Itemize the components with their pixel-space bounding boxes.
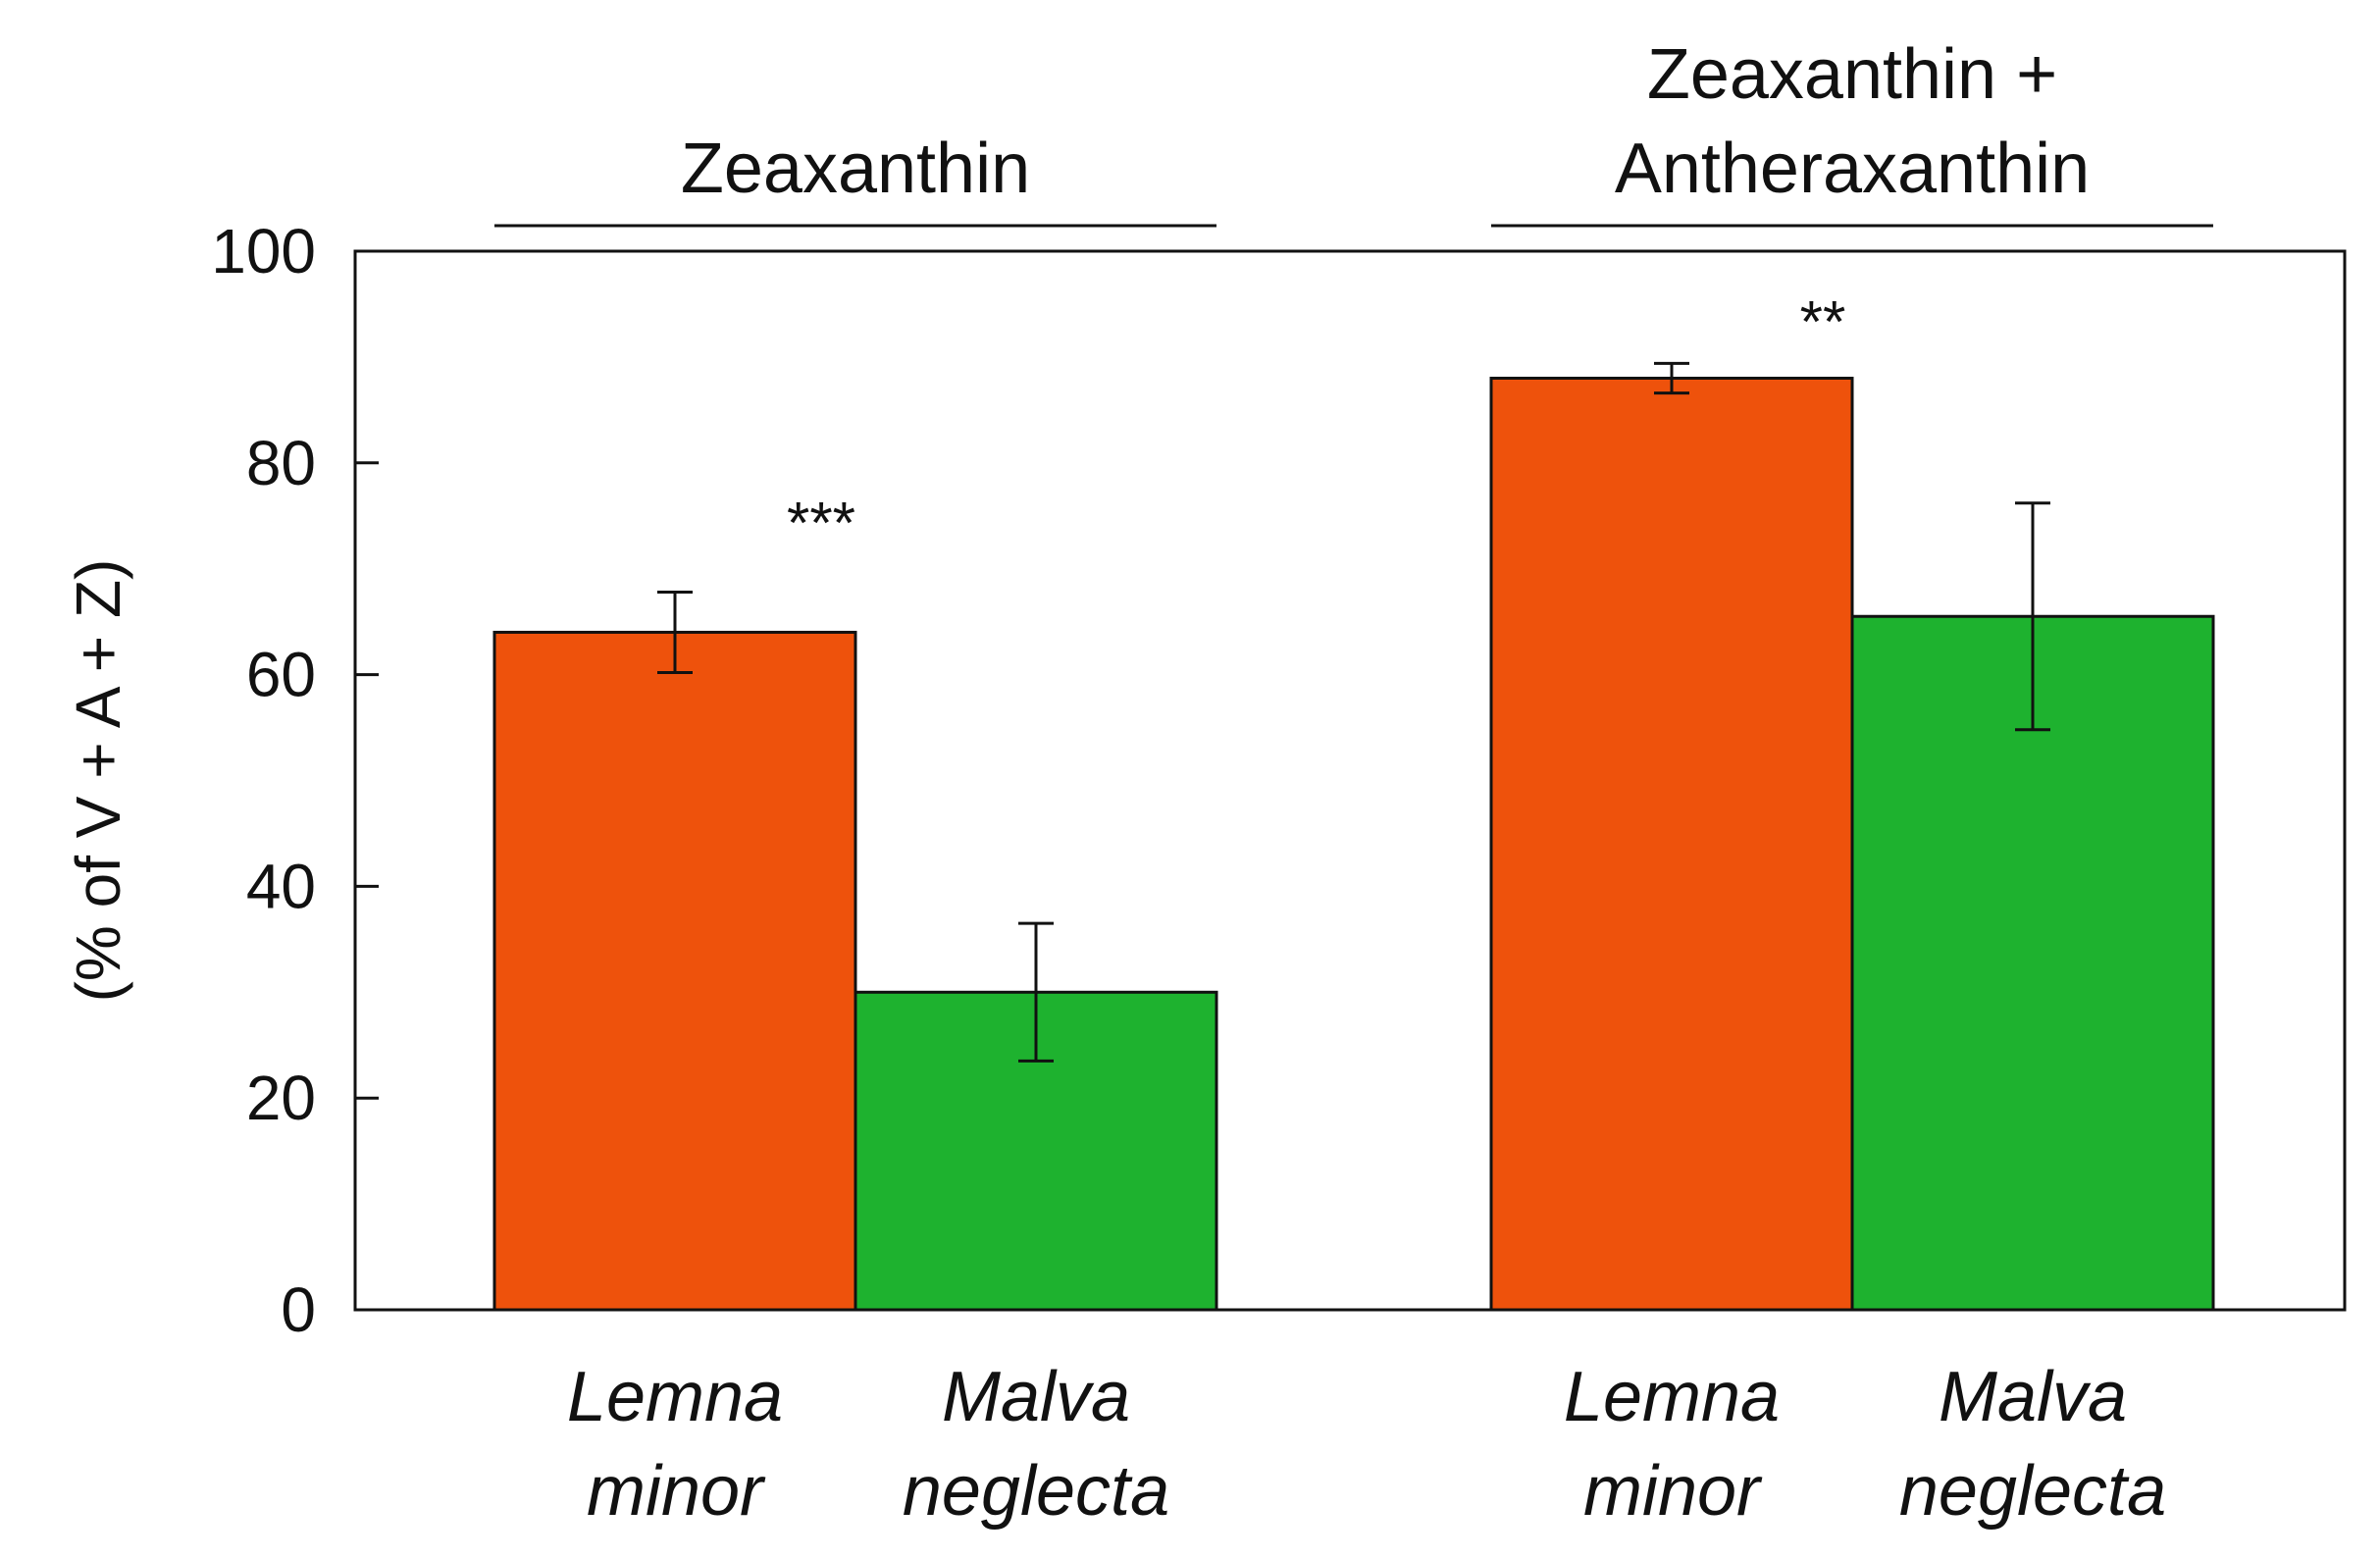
category-label: minor	[1583, 1452, 1763, 1531]
y-tick-label: 0	[281, 1274, 316, 1345]
bar	[492, 630, 857, 1312]
category-label: Lemna	[567, 1358, 783, 1436]
y-tick-label: 40	[246, 851, 316, 921]
group-title: Antheraxanthin	[1615, 130, 2090, 208]
category-label: Lemna	[1564, 1358, 1780, 1436]
chart-text-layer: 0 20 40 60 80 100 (% of V + A + Z) Lemna minor Ma…	[63, 35, 2166, 1531]
category-label: Malva	[1939, 1358, 2127, 1436]
category-label: neglecta	[1899, 1452, 2166, 1531]
group-title: Zeaxanthin	[681, 130, 1030, 208]
plot-area	[353, 224, 2347, 1312]
bar	[1850, 614, 2215, 1312]
significance-marker: ***	[787, 490, 855, 555]
y-axis-label: (% of V + A + Z)	[63, 559, 133, 1003]
y-tick-label: 80	[246, 428, 316, 498]
y-tick-label: 20	[246, 1063, 316, 1133]
y-tick-label: 100	[211, 216, 316, 286]
significance-marker: **	[1800, 288, 1846, 354]
group-title: Zeaxanthin +	[1647, 35, 2057, 114]
bar	[1489, 376, 1854, 1312]
y-tick-label: 60	[246, 640, 316, 710]
plot-frame	[353, 249, 2347, 1312]
category-label: Malva	[942, 1358, 1130, 1436]
category-label: neglecta	[903, 1452, 1169, 1531]
category-label: minor	[587, 1452, 766, 1531]
